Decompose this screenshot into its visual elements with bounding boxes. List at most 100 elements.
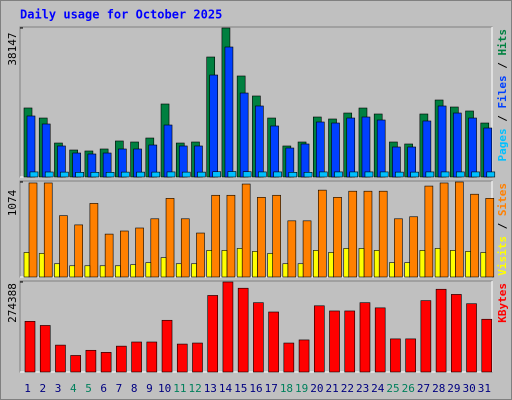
- bar: [258, 171, 267, 178]
- legend: Pages / Files / Hits: [496, 29, 509, 162]
- x-tick-label: 27: [417, 382, 430, 395]
- bar: [453, 112, 462, 178]
- bar: [358, 248, 365, 278]
- legend-separator: /: [496, 109, 509, 129]
- x-tick-label: 13: [204, 382, 217, 395]
- bar: [361, 116, 371, 178]
- bar: [334, 171, 343, 178]
- bar: [302, 220, 312, 278]
- bar: [85, 349, 97, 373]
- bar: [470, 193, 479, 278]
- bar: [288, 172, 298, 178]
- x-tick-label: 6: [100, 382, 107, 395]
- bar: [379, 171, 389, 178]
- y-max-label: 1074: [6, 189, 19, 216]
- x-tick-label: 5: [85, 382, 92, 395]
- bar: [283, 342, 295, 373]
- bar: [136, 171, 145, 178]
- x-tick-label: 19: [295, 382, 308, 395]
- bar: [331, 122, 340, 178]
- bar: [100, 352, 112, 373]
- bar: [99, 265, 106, 278]
- bar: [165, 198, 175, 278]
- bar: [131, 341, 142, 373]
- x-tick-label: 4: [70, 382, 77, 395]
- bar: [181, 171, 191, 178]
- x-tick-label: 22: [341, 382, 354, 395]
- legend-entry: KBytes: [496, 283, 509, 323]
- bar: [486, 171, 496, 178]
- legend-entry: Hits: [496, 29, 509, 56]
- x-tick-label: 18: [280, 382, 293, 395]
- bar: [483, 127, 493, 178]
- bar: [297, 263, 304, 278]
- legend-entry: Pages: [496, 128, 509, 161]
- legend: Visits / Sites: [496, 183, 509, 276]
- bar: [70, 355, 81, 373]
- bar: [207, 295, 219, 373]
- bar: [480, 252, 487, 278]
- bar: [160, 257, 167, 278]
- x-tick-label: 16: [249, 382, 262, 395]
- x-tick-label: 26: [402, 382, 415, 395]
- bar: [481, 318, 493, 373]
- bar: [222, 281, 234, 373]
- bar: [26, 115, 36, 178]
- bar: [328, 252, 334, 278]
- bar: [394, 218, 403, 278]
- bar: [29, 171, 39, 178]
- bar: [333, 197, 342, 278]
- bar: [41, 123, 51, 178]
- bar: [239, 92, 249, 178]
- bar: [435, 288, 447, 373]
- bar: [75, 172, 84, 178]
- bar: [236, 248, 243, 278]
- bar: [364, 171, 374, 178]
- bar: [451, 294, 462, 373]
- legend: KBytes: [496, 283, 509, 323]
- bar: [237, 287, 249, 373]
- bar: [54, 263, 60, 278]
- bar: [84, 265, 91, 278]
- bar: [130, 264, 136, 278]
- bar: [69, 265, 75, 278]
- chart-title: Daily usage for October 2025: [20, 8, 222, 22]
- legend-entry: Files: [496, 75, 509, 108]
- bar: [28, 182, 38, 278]
- bar: [241, 183, 251, 278]
- bar: [192, 342, 203, 373]
- x-tick-label: 3: [55, 382, 62, 395]
- x-tick-label: 12: [188, 382, 201, 395]
- bar: [191, 263, 197, 278]
- bar: [395, 171, 404, 178]
- x-tick-label: 31: [478, 382, 491, 395]
- x-tick-label: 24: [371, 382, 385, 395]
- x-tick-label: 25: [386, 382, 399, 395]
- bar: [346, 117, 356, 178]
- bar: [471, 171, 480, 178]
- bar: [227, 171, 237, 178]
- bar: [466, 303, 477, 373]
- bar: [287, 220, 297, 278]
- bar: [389, 262, 395, 278]
- x-tick-label: 9: [146, 382, 153, 395]
- bar: [409, 216, 418, 278]
- bar: [485, 198, 495, 278]
- bar: [59, 215, 68, 278]
- legend-separator: /: [496, 56, 509, 76]
- bar: [60, 171, 69, 178]
- x-tick-label: 11: [173, 382, 186, 395]
- bar: [298, 339, 310, 373]
- bar: [468, 117, 477, 178]
- bar: [425, 171, 435, 178]
- bar: [317, 189, 327, 278]
- bar: [90, 172, 100, 178]
- bar: [268, 311, 279, 373]
- bar: [404, 262, 410, 278]
- bar: [420, 300, 432, 373]
- bar: [146, 341, 158, 373]
- x-tick-label: 21: [326, 382, 339, 395]
- bar: [349, 171, 359, 178]
- bar: [456, 171, 465, 178]
